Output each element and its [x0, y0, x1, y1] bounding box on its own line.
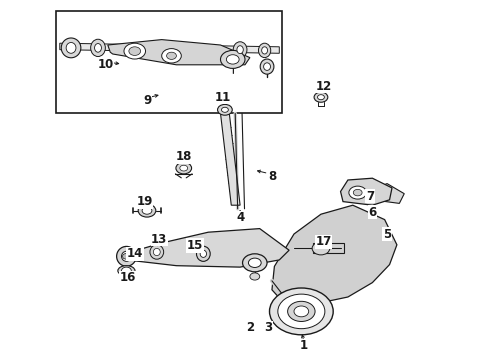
Circle shape	[220, 50, 245, 68]
Ellipse shape	[262, 47, 268, 54]
Text: 13: 13	[151, 233, 168, 246]
Text: 4: 4	[236, 211, 244, 224]
Ellipse shape	[200, 250, 207, 257]
Ellipse shape	[153, 248, 160, 256]
Text: 1: 1	[300, 339, 308, 352]
Circle shape	[226, 55, 239, 64]
Ellipse shape	[91, 39, 105, 57]
Bar	[313, 243, 344, 253]
Circle shape	[122, 267, 131, 274]
Text: 11: 11	[215, 91, 231, 104]
Text: 15: 15	[187, 239, 203, 252]
Polygon shape	[126, 229, 289, 267]
Text: 5: 5	[383, 228, 391, 240]
Ellipse shape	[237, 46, 244, 54]
Circle shape	[250, 273, 260, 280]
Ellipse shape	[260, 59, 274, 74]
Circle shape	[162, 49, 181, 63]
Polygon shape	[272, 205, 397, 304]
Polygon shape	[372, 184, 404, 203]
Text: 19: 19	[136, 195, 153, 208]
Circle shape	[142, 207, 152, 214]
Circle shape	[221, 107, 228, 112]
Polygon shape	[60, 43, 279, 53]
Circle shape	[353, 189, 362, 196]
Ellipse shape	[196, 246, 210, 261]
Circle shape	[218, 104, 232, 115]
Circle shape	[270, 288, 333, 335]
Circle shape	[180, 165, 188, 171]
Polygon shape	[108, 40, 250, 65]
Circle shape	[243, 254, 267, 272]
Ellipse shape	[150, 245, 164, 259]
Polygon shape	[341, 178, 392, 205]
Text: 18: 18	[175, 150, 192, 163]
Circle shape	[314, 92, 328, 102]
Ellipse shape	[95, 44, 101, 52]
Text: 17: 17	[315, 235, 332, 248]
Ellipse shape	[259, 43, 270, 58]
Text: 10: 10	[97, 58, 114, 71]
Ellipse shape	[117, 246, 136, 266]
Text: 14: 14	[126, 247, 143, 260]
Circle shape	[294, 306, 309, 317]
Text: 9: 9	[143, 94, 151, 107]
Text: 2: 2	[246, 321, 254, 334]
Circle shape	[138, 204, 156, 217]
Circle shape	[129, 47, 141, 55]
Ellipse shape	[122, 251, 131, 261]
Circle shape	[167, 52, 176, 59]
Text: 6: 6	[368, 206, 376, 219]
Polygon shape	[220, 113, 240, 205]
Circle shape	[288, 301, 315, 321]
Ellipse shape	[61, 38, 81, 58]
Circle shape	[176, 162, 192, 174]
Text: 7: 7	[366, 190, 374, 203]
Text: 3: 3	[265, 321, 272, 334]
Ellipse shape	[264, 63, 270, 71]
Circle shape	[248, 258, 261, 267]
Circle shape	[278, 294, 325, 329]
Circle shape	[122, 253, 130, 259]
Ellipse shape	[118, 266, 135, 276]
Circle shape	[124, 43, 146, 59]
Ellipse shape	[66, 42, 76, 53]
Circle shape	[312, 242, 330, 255]
Text: 12: 12	[315, 80, 332, 93]
Bar	[56, 11, 282, 113]
Ellipse shape	[233, 42, 247, 58]
Circle shape	[318, 95, 324, 100]
Text: 16: 16	[119, 271, 136, 284]
Text: 8: 8	[268, 170, 276, 183]
Circle shape	[349, 186, 367, 199]
